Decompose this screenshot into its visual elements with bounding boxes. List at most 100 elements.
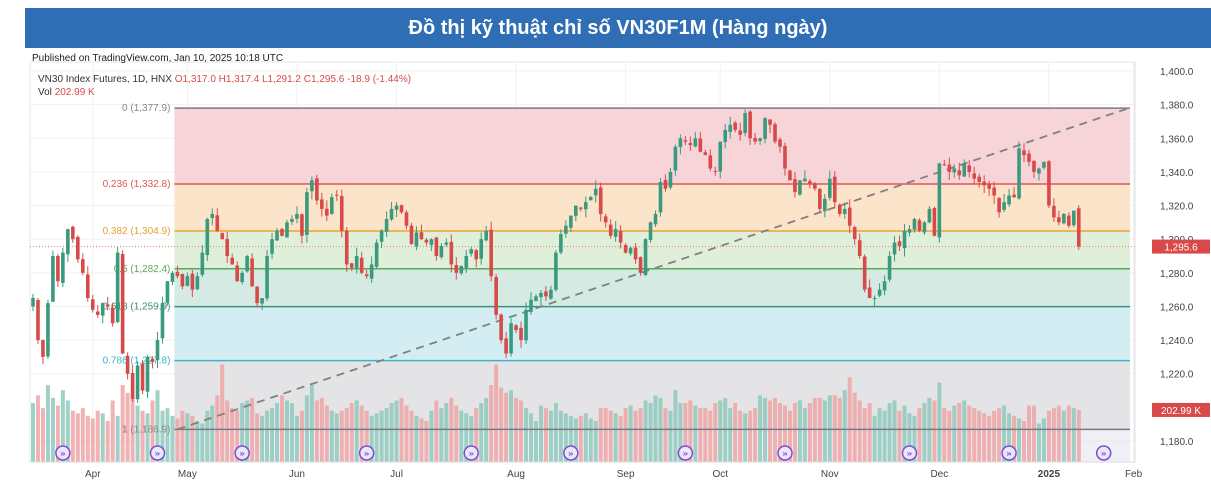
volume-bar <box>384 408 389 462</box>
candle-body <box>962 163 967 177</box>
candle <box>1007 188 1011 207</box>
candle <box>603 213 608 228</box>
volume-bar <box>733 403 738 462</box>
candle <box>359 252 364 275</box>
volume-bar <box>110 400 115 462</box>
candle <box>334 190 339 201</box>
candle-body <box>61 252 65 283</box>
candle-body <box>494 277 498 315</box>
candle <box>813 182 817 191</box>
candle <box>962 159 967 178</box>
candle-body <box>504 338 508 354</box>
volume-bar <box>35 395 40 462</box>
candle-body <box>185 276 190 286</box>
volume-bar <box>867 403 872 462</box>
y-tick-label: 1,360.0 <box>1160 134 1194 145</box>
volume-bar <box>389 403 394 462</box>
candle <box>1032 160 1036 179</box>
event-marker-icon[interactable]: » <box>149 445 166 461</box>
volume-bar <box>135 405 140 462</box>
event-marker-icon[interactable]: » <box>563 445 579 461</box>
candle <box>245 254 249 273</box>
candle-body <box>150 358 155 362</box>
x-tick-label: Aug <box>507 469 525 480</box>
volume-bar <box>439 408 444 462</box>
candle-body <box>384 219 389 232</box>
high-value: H1,317.4 <box>218 74 260 85</box>
volume-bar <box>673 390 678 462</box>
symbol-label: VN30 Index Futures, 1D, HNX <box>38 74 172 85</box>
event-marker-icon[interactable]: » <box>358 445 375 461</box>
candle <box>56 254 60 287</box>
event-marker-icon[interactable]: » <box>1001 445 1017 461</box>
volume-bar <box>698 408 703 462</box>
event-marker-circle <box>1001 445 1017 461</box>
candle <box>165 281 170 306</box>
candle-body <box>683 140 688 142</box>
candle-body <box>912 219 917 230</box>
candle <box>90 294 95 313</box>
candle-body <box>588 197 593 201</box>
candle <box>1067 212 1071 229</box>
candle-body <box>389 208 394 220</box>
candle-body <box>1047 161 1051 206</box>
volume-bar <box>643 400 648 462</box>
candle-body <box>842 208 847 214</box>
candle-body <box>847 207 852 226</box>
volume-bar <box>165 408 170 462</box>
volume-bar <box>314 400 319 462</box>
candle-body <box>698 138 703 152</box>
candle <box>190 269 195 297</box>
event-marker-icon[interactable]: » <box>234 445 250 461</box>
candle-body <box>569 215 573 228</box>
event-marker-icon[interactable]: » <box>777 445 793 461</box>
candle-body <box>374 242 379 267</box>
fib-band-0.5 <box>174 268 1131 307</box>
candle-body <box>613 229 618 237</box>
volume-bar <box>563 413 568 462</box>
candle-body <box>469 249 474 254</box>
volume-bar <box>972 408 977 462</box>
volume-bar <box>1066 405 1071 462</box>
x-tick-label: Jun <box>289 469 305 480</box>
candle <box>250 253 254 287</box>
candle <box>733 120 737 133</box>
event-marker-icon[interactable]: » <box>677 445 694 461</box>
candle <box>932 206 937 237</box>
candle <box>544 286 548 301</box>
candle-body <box>145 356 150 392</box>
volume-bar <box>718 400 723 462</box>
volume-bar <box>1051 408 1056 462</box>
candle <box>1042 161 1046 170</box>
volume-bar <box>623 408 628 462</box>
event-marker-glyph: » <box>155 450 161 460</box>
event-marker-icon[interactable]: » <box>55 445 71 461</box>
candle <box>613 221 618 242</box>
volume-bar <box>882 410 887 462</box>
y-tick-label: 1,340.0 <box>1160 168 1194 179</box>
event-marker-circle <box>677 445 694 461</box>
candle <box>952 164 957 178</box>
candle-body <box>320 199 324 209</box>
candle <box>753 132 757 145</box>
candle-body <box>41 340 45 357</box>
event-marker-icon[interactable]: » <box>463 445 479 461</box>
candle-body <box>728 124 732 132</box>
candle-body <box>235 265 239 282</box>
last-price-badge <box>1152 239 1210 254</box>
candle-body <box>56 256 60 282</box>
event-marker-icon[interactable]: » <box>1095 445 1112 461</box>
volume-bar <box>713 403 718 462</box>
candle-body <box>608 224 613 236</box>
y-tick-label: 1,320.0 <box>1160 202 1194 213</box>
candle <box>1047 160 1051 209</box>
candle <box>509 318 513 357</box>
volume-bar <box>912 415 917 462</box>
x-tick-label: Nov <box>821 469 839 480</box>
volume-bar <box>364 410 369 462</box>
event-marker-icon[interactable]: » <box>901 445 918 461</box>
volume-bar <box>70 410 75 462</box>
candle <box>285 219 289 238</box>
candle-body <box>623 245 628 253</box>
